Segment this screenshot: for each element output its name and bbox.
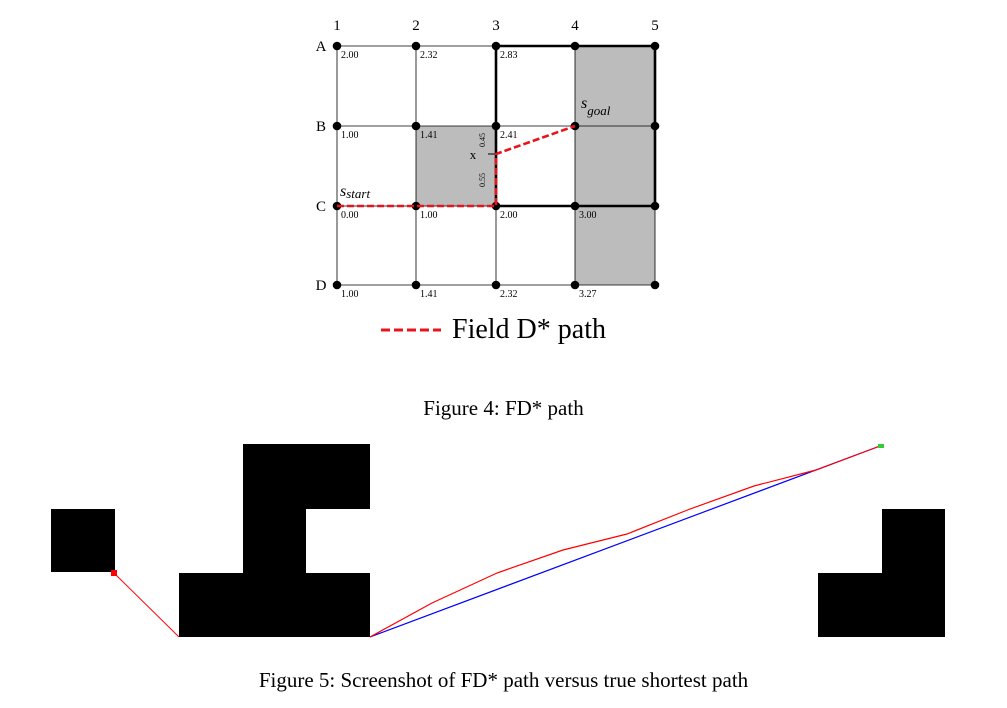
row-label: A (316, 39, 327, 55)
grid-node (650, 280, 660, 290)
segment-lower-label: 0.55 (478, 173, 487, 187)
obstacle-cell (575, 206, 655, 285)
figure-5-caption: Figure 5: Screenshot of FD* path versus … (258, 668, 749, 692)
node-value: 2.41 (500, 130, 518, 141)
row-label: B (316, 119, 326, 135)
node-value: 1.00 (341, 289, 359, 300)
node-value: 2.00 (341, 50, 359, 61)
grid-node (332, 41, 342, 51)
node-value: 1.41 (420, 130, 438, 141)
column-label: 4 (571, 18, 579, 34)
node-value: 1.00 (420, 210, 438, 221)
node-value: 3.00 (579, 210, 597, 221)
grid-node (491, 41, 501, 51)
node-value: 2.32 (500, 289, 518, 300)
obstacle-cell (575, 46, 655, 126)
node-value: 3.27 (579, 289, 597, 300)
column-label: 5 (651, 18, 659, 34)
node-value: 0.00 (341, 210, 359, 221)
node-value: 2.83 (500, 50, 518, 61)
row-label: C (316, 199, 326, 215)
grid-node (491, 121, 501, 131)
obstacle-cell (416, 126, 496, 206)
grid-node (650, 201, 660, 211)
column-label: 3 (492, 18, 500, 34)
grid-node (570, 41, 580, 51)
field-d-star-path (337, 124, 576, 208)
column-label: 1 (333, 18, 341, 34)
legend-label: Field D* path (452, 314, 606, 345)
figure-4-caption: Figure 4: FD* path (423, 396, 584, 420)
x-label: x (470, 147, 477, 162)
grid-node (491, 201, 501, 211)
node-value: 2.00 (500, 210, 518, 221)
start-label: sstart (340, 183, 370, 201)
node-value: 1.00 (341, 130, 359, 141)
segment-upper-label: 0.45 (478, 133, 487, 147)
grid-node (491, 280, 501, 290)
grid-node (411, 41, 421, 51)
obstacle-cell (575, 126, 655, 206)
grid-node (650, 121, 660, 131)
grid-node (570, 280, 580, 290)
goal-label: sgoal (581, 95, 611, 118)
node-value: 1.41 (420, 289, 438, 300)
grid-node (411, 201, 421, 211)
grid-node (411, 280, 421, 290)
grid-node (570, 201, 580, 211)
node-value: 2.32 (420, 50, 438, 61)
grid-node (332, 280, 342, 290)
grid-node (411, 121, 421, 131)
row-label: D (316, 278, 327, 294)
grid-node (332, 121, 342, 131)
grid-node (650, 41, 660, 51)
column-label: 2 (412, 18, 420, 34)
